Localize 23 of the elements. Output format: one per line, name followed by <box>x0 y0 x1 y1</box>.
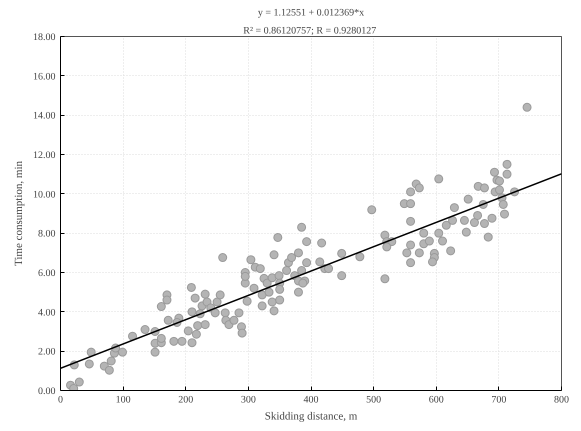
x-axis-title: Skidding distance, m <box>264 410 358 422</box>
y-tick-label: 14.00 <box>33 110 56 122</box>
y-tick-label: 16.00 <box>33 71 56 82</box>
y-tick-label: 2.00 <box>38 346 56 358</box>
y-tick-label: 8.00 <box>38 228 56 240</box>
chart-title: y = 1.12551 + 0.012369*x <box>258 8 364 18</box>
y-tick-label: 10.00 <box>33 189 56 200</box>
y-tick-label: 18.00 <box>33 32 56 43</box>
x-tick-label: 800 <box>554 394 569 406</box>
x-tick-label: 500 <box>366 394 382 406</box>
x-tick-label: 600 <box>428 394 444 406</box>
y-tick-label: 4.00 <box>38 307 56 318</box>
y-tick-label: 0.00 <box>38 386 56 397</box>
y-tick-label: 12.00 <box>33 150 56 161</box>
x-tick-label: 100 <box>116 394 131 406</box>
x-tick-label: 200 <box>178 394 194 406</box>
y-tick-label: 6.00 <box>38 268 56 279</box>
chart-subtitle: R² = 0.86120757; R = 0.9280127 <box>243 26 376 36</box>
x-tick-label: 300 <box>240 394 256 406</box>
x-tick-label: 700 <box>491 394 506 406</box>
x-tick-label: 400 <box>304 394 318 406</box>
x-tick-label: 0 <box>58 394 63 406</box>
y-axis-title: Time consumption, min <box>13 160 25 266</box>
